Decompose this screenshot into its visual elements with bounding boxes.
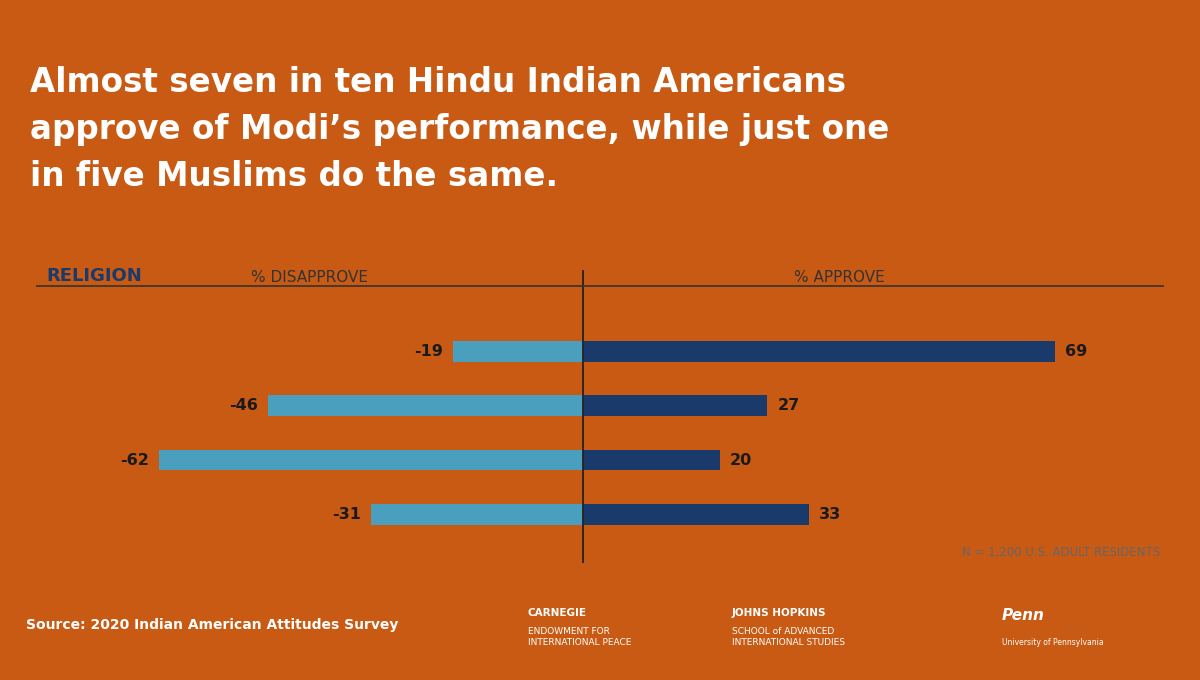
Text: 33: 33 bbox=[818, 507, 841, 522]
Text: RELIGION: RELIGION bbox=[47, 267, 142, 285]
Text: SCHOOL of ADVANCED
INTERNATIONAL STUDIES: SCHOOL of ADVANCED INTERNATIONAL STUDIES bbox=[732, 627, 845, 647]
Text: Non-Hindu: Non-Hindu bbox=[59, 396, 163, 415]
Text: Muslim: Muslim bbox=[76, 451, 146, 469]
Bar bbox=[371, 504, 583, 525]
Bar bbox=[583, 396, 768, 416]
Bar bbox=[583, 504, 809, 525]
Text: JOHNS HOPKINS: JOHNS HOPKINS bbox=[732, 609, 827, 619]
Text: N = 1,200 U.S. ADULT RESIDENTS: N = 1,200 U.S. ADULT RESIDENTS bbox=[962, 546, 1160, 559]
Bar bbox=[269, 396, 583, 416]
Text: % DISAPPROVE: % DISAPPROVE bbox=[251, 270, 368, 285]
Bar bbox=[583, 341, 1055, 362]
Text: Source: 2020 Indian American Attitudes Survey: Source: 2020 Indian American Attitudes S… bbox=[26, 618, 398, 632]
Text: CARNEGIE: CARNEGIE bbox=[528, 609, 587, 619]
Text: -31: -31 bbox=[332, 507, 361, 522]
Text: 20: 20 bbox=[730, 452, 752, 468]
Bar bbox=[160, 449, 583, 471]
Text: -19: -19 bbox=[414, 344, 443, 359]
Bar bbox=[583, 449, 720, 471]
Text: Hindu: Hindu bbox=[83, 343, 140, 360]
Text: 27: 27 bbox=[778, 398, 800, 413]
Text: 69: 69 bbox=[1064, 344, 1087, 359]
Text: -46: -46 bbox=[229, 398, 258, 413]
Text: Christian: Christian bbox=[67, 505, 156, 524]
Text: -62: -62 bbox=[120, 452, 149, 468]
Text: % APPROVE: % APPROVE bbox=[794, 270, 884, 285]
Text: ENDOWMENT FOR
INTERNATIONAL PEACE: ENDOWMENT FOR INTERNATIONAL PEACE bbox=[528, 627, 631, 647]
Text: Penn: Penn bbox=[1002, 609, 1045, 624]
Text: Almost seven in ten Hindu Indian Americans
approve of Modi’s performance, while : Almost seven in ten Hindu Indian America… bbox=[30, 66, 889, 193]
Bar bbox=[454, 341, 583, 362]
Text: University of Pennsylvania: University of Pennsylvania bbox=[1002, 639, 1104, 647]
